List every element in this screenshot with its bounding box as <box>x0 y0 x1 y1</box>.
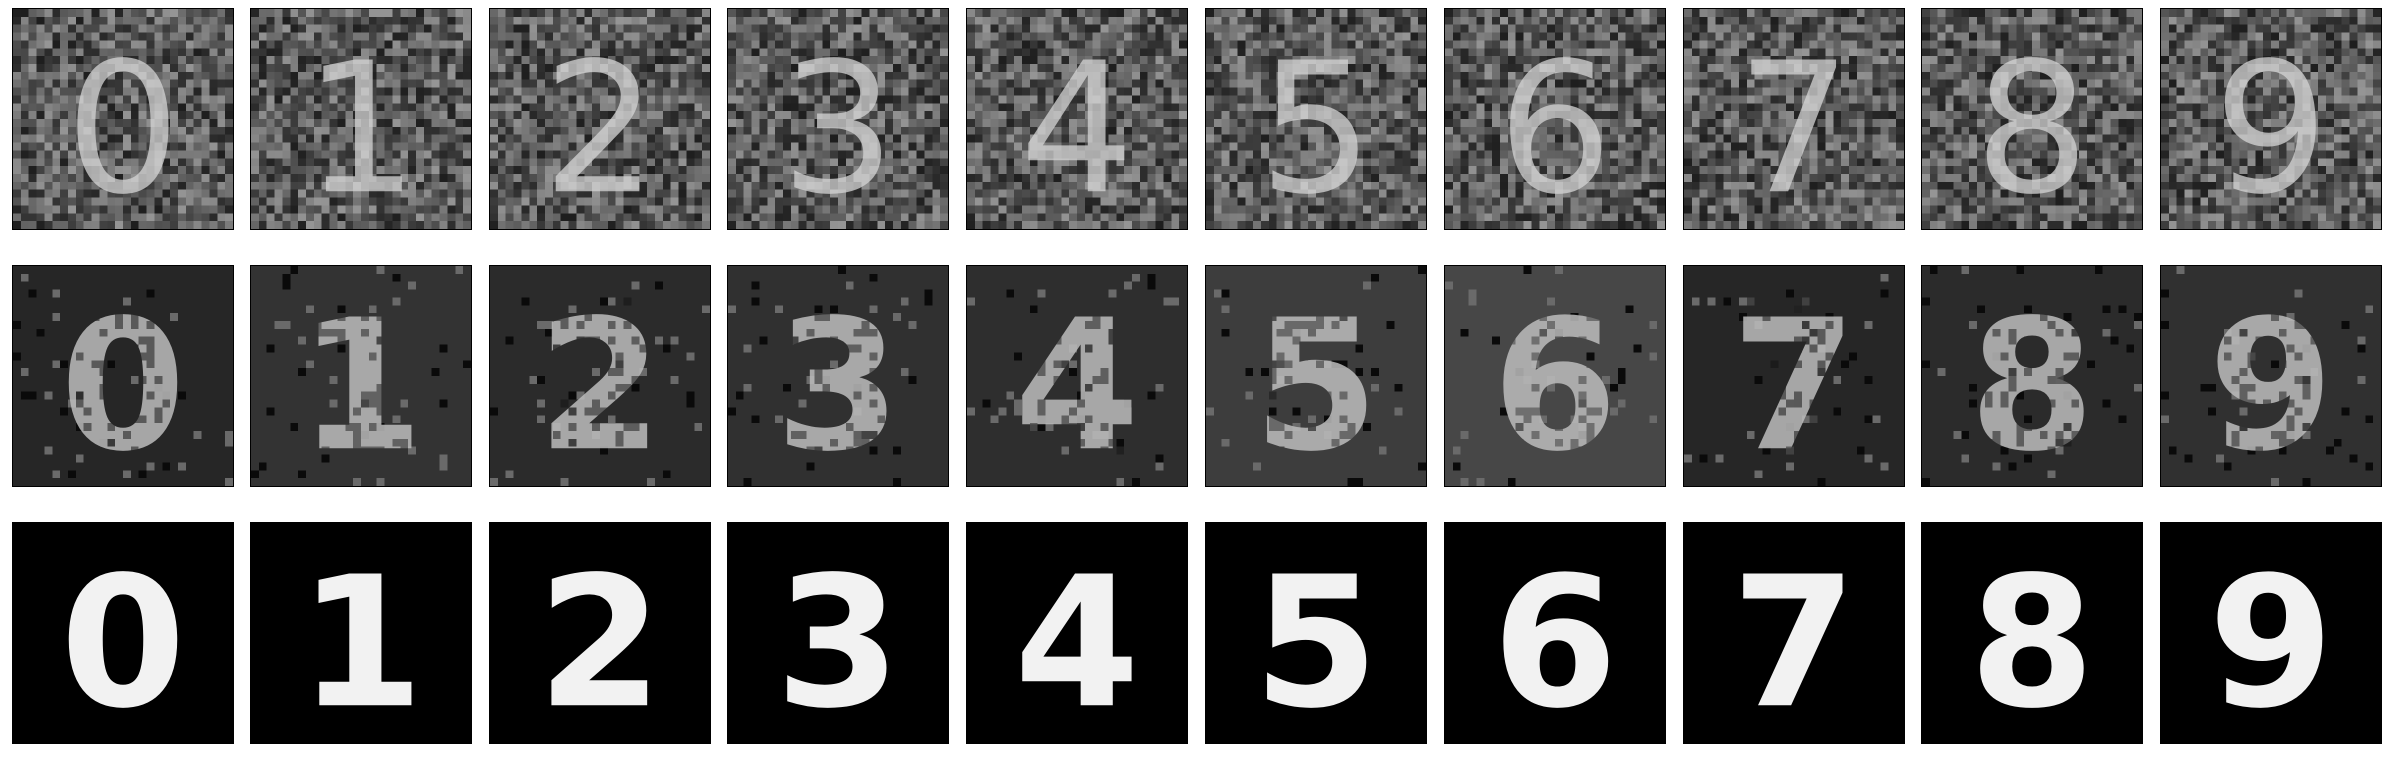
salt-pepper-noise-row-tile-3: 3 <box>727 265 949 487</box>
svg-text:1: 1 <box>304 23 419 229</box>
svg-text:5: 5 <box>1259 23 1374 229</box>
svg-text:2: 2 <box>543 23 658 229</box>
salt-pepper-noise-row-tile-6: 6 <box>1444 265 1666 487</box>
salt-pepper-noise-row-tile-1: 1 <box>250 265 472 487</box>
gaussian-noise-row-tile-5: 5 <box>1205 8 1427 230</box>
salt-pepper-noise-row-tile-5: 5 <box>1205 265 1427 487</box>
clean-row-tile-5: 5 <box>1205 522 1427 744</box>
salt-pepper-noise-row-tile-8: 8 <box>1921 265 2143 487</box>
gaussian-noise-row-tile-0: 0 <box>12 8 234 230</box>
gaussian-noise-row-tile-9: 9 <box>2160 8 2382 230</box>
salt-pepper-noise-row-tile-2: 2 <box>489 265 711 487</box>
gaussian-noise-row-tile-4: 4 <box>966 8 1188 230</box>
gaussian-noise-row-tile-3: 3 <box>727 8 949 230</box>
gaussian-noise-row-tile-2: 2 <box>489 8 711 230</box>
clean-row-tile-7: 7 <box>1683 522 1905 744</box>
clean-row-tile-4: 4 <box>966 522 1188 744</box>
gaussian-noise-row-tile-8: 8 <box>1921 8 2143 230</box>
clean-row-tile-6: 6 <box>1444 522 1666 744</box>
clean-row-tile-2: 2 <box>489 522 711 744</box>
clean-row-tile-9: 9 <box>2160 522 2382 744</box>
clean-row-tile-8: 8 <box>1921 522 2143 744</box>
gaussian-noise-row-tile-1: 1 <box>250 8 472 230</box>
clean-row-tile-3: 3 <box>727 522 949 744</box>
gaussian-noise-row-tile-6: 6 <box>1444 8 1666 230</box>
salt-pepper-noise-row-tile-9: 9 <box>2160 265 2382 487</box>
gaussian-noise-row-tile-7: 7 <box>1683 8 1905 230</box>
clean-row-tile-1: 1 <box>250 522 472 744</box>
salt-pepper-noise-row-tile-4: 4 <box>966 265 1188 487</box>
clean-row-tile-0: 0 <box>12 522 234 744</box>
svg-text:0: 0 <box>66 23 181 229</box>
salt-pepper-noise-row-tile-0: 0 <box>12 265 234 487</box>
salt-pepper-noise-row-tile-7: 7 <box>1683 265 1905 487</box>
svg-text:3: 3 <box>781 23 896 229</box>
svg-text:4: 4 <box>1020 23 1135 229</box>
